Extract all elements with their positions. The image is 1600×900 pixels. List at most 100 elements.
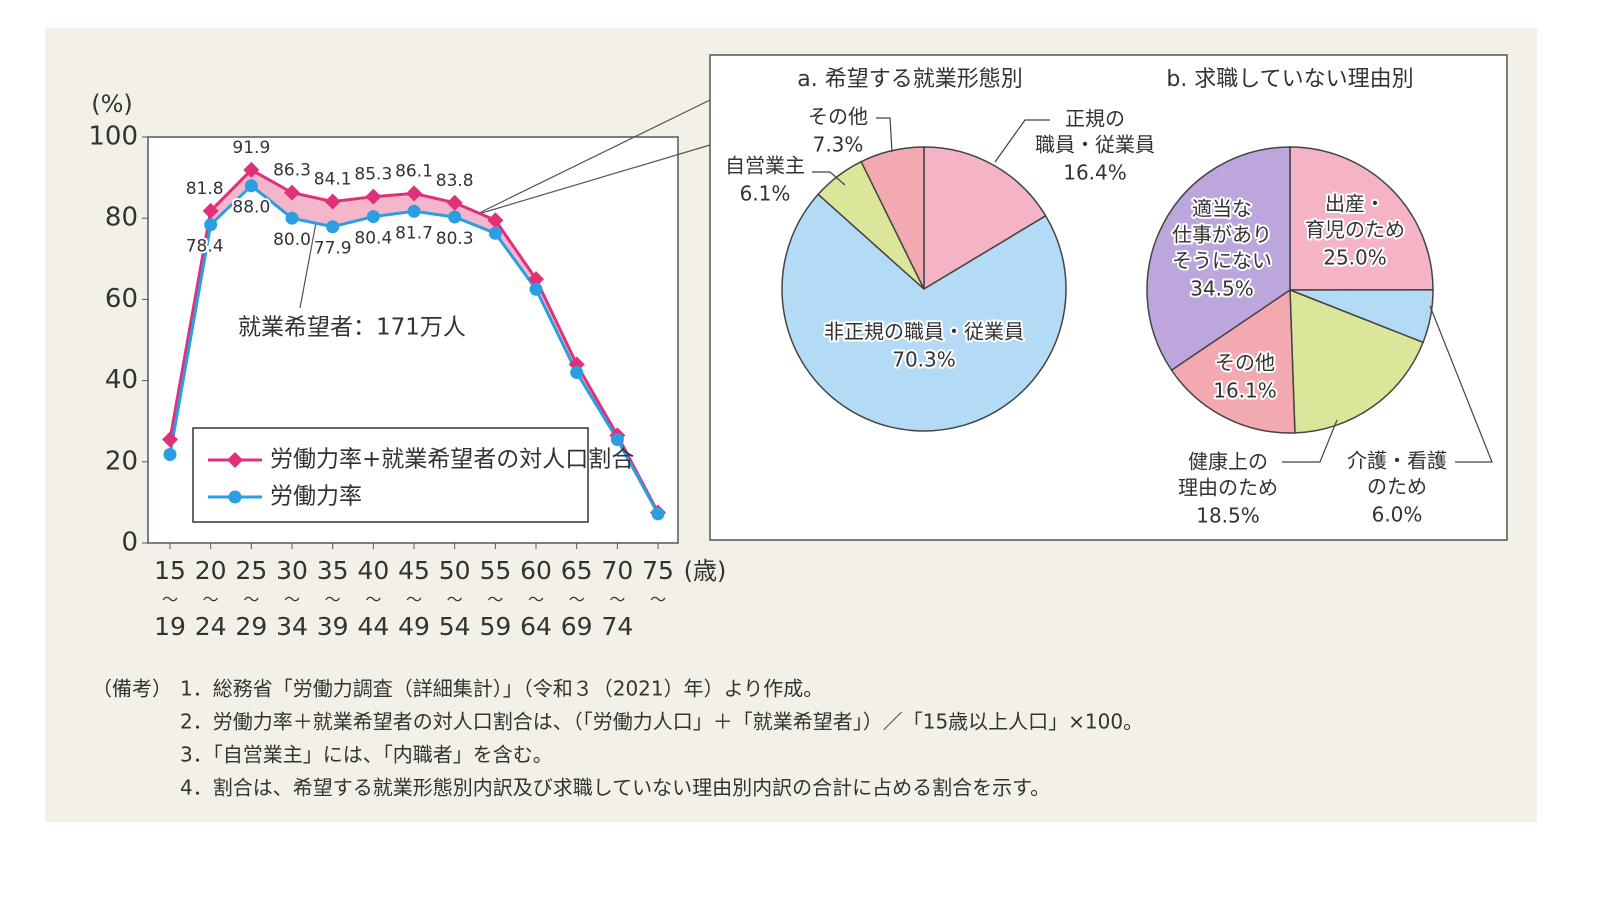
point	[406, 185, 423, 202]
point	[324, 193, 341, 210]
note: 4．割合は、希望する就業形態別内訳及び求職していない理由別内訳の合計に占める割合…	[180, 776, 1050, 800]
y-tick-label: 0	[121, 528, 138, 558]
pie-slice	[1146, 146, 1291, 372]
leader-line	[812, 171, 846, 186]
point	[326, 220, 340, 234]
x-tick-part: 54	[439, 612, 471, 641]
x-tick-part: 〜	[569, 590, 585, 609]
slice-label: 介護・看護	[1347, 449, 1447, 473]
slice-value: 16.1%	[1213, 379, 1277, 403]
point	[610, 432, 624, 446]
x-axis-label: (歳)	[684, 557, 727, 585]
slice-label: 理由のため	[1178, 476, 1278, 500]
x-tick-part: 29	[235, 612, 267, 641]
point	[448, 210, 462, 224]
x-tick-label: 45 〜 49	[398, 556, 430, 641]
point	[446, 194, 463, 211]
x-tick-part: 60	[520, 556, 552, 585]
slice-label: 出産・	[1325, 192, 1385, 216]
point	[202, 202, 219, 219]
y-tick-label: 100	[88, 122, 138, 152]
x-tick-part: 69	[561, 612, 593, 641]
x-tick-label: 30 〜 34	[276, 556, 308, 641]
value-label: 88.0	[232, 198, 270, 218]
point	[570, 365, 584, 379]
point	[244, 179, 258, 193]
x-tick-label: 15 〜 19	[154, 556, 186, 641]
y-tick-label: 40	[105, 365, 138, 395]
slice-value: 16.4%	[1063, 161, 1127, 185]
x-tick-part: 45	[398, 556, 430, 585]
note: 2．労働力率＋就業希望者の対人口割合は、（「労働力人口」＋「就業希望者」）／「1…	[180, 710, 1143, 734]
leader-line	[1429, 305, 1493, 463]
x-tick-part: 〜	[162, 590, 178, 609]
pie-slice	[1289, 288, 1425, 434]
value-label: 78.4	[186, 237, 224, 257]
annotation: 就業希望者：171万人	[238, 315, 466, 341]
value-label: 80.4	[354, 229, 392, 249]
slice-label: 健康上の	[1188, 450, 1268, 474]
point	[529, 282, 543, 296]
x-tick-label: 20 〜 24	[195, 556, 227, 641]
legend-label: 労働力率+就業希望者の対人口割合	[270, 447, 634, 473]
x-tick-part: 〜	[325, 590, 341, 609]
slice-label: 職員・従業員	[1035, 133, 1155, 157]
x-tick-part: 35	[317, 556, 349, 585]
x-tick-part: 39	[317, 612, 349, 641]
value-label: 91.9	[232, 138, 270, 158]
slice-label: その他	[1215, 351, 1275, 375]
x-tick-label: 35 〜 39	[317, 556, 349, 641]
slice-label: 正規の	[1065, 107, 1125, 131]
x-tick-part: 49	[398, 612, 430, 641]
value-label: 81.7	[395, 223, 433, 243]
point	[407, 204, 421, 218]
x-tick-part: 65	[561, 556, 593, 585]
slice-value: 70.3%	[892, 348, 956, 372]
point	[488, 226, 502, 240]
x-tick-label: 70 〜 74	[601, 556, 633, 641]
slice-value: 7.3%	[813, 133, 864, 157]
x-tick-part: 30	[276, 556, 308, 585]
point	[487, 212, 504, 229]
value-label: 86.1	[395, 161, 433, 181]
legend	[192, 427, 589, 523]
x-tick-label: 65 〜 69	[561, 556, 593, 641]
x-tick-part: 55	[479, 556, 511, 585]
value-label: 80.3	[436, 229, 474, 249]
x-tick-part: 74	[601, 612, 633, 641]
pie-title: a. 希望する就業形態別	[797, 67, 1022, 92]
value-label: 83.8	[436, 171, 474, 191]
slice-value: 25.0%	[1323, 246, 1387, 270]
pie-slice	[1289, 146, 1434, 291]
point	[651, 507, 665, 521]
leader-line	[1282, 419, 1338, 463]
slice-value: 34.5%	[1190, 277, 1254, 301]
x-tick-part: 70	[601, 556, 633, 585]
leader-line	[876, 117, 893, 153]
point	[366, 210, 380, 224]
point	[204, 218, 218, 232]
slice-label: そうにない	[1172, 249, 1272, 273]
x-tick-part: 40	[357, 556, 389, 585]
x-tick-part: 64	[520, 612, 552, 641]
note: 3．「自営業主」には、「内職者」を含む。	[180, 743, 553, 767]
y-axis-label: (%)	[91, 90, 133, 118]
pie-title: b. 求職していない理由別	[1166, 67, 1413, 92]
x-tick-part: 〜	[243, 590, 259, 609]
value-label: 77.9	[314, 239, 352, 259]
slice-label: その他	[808, 105, 868, 129]
slice-label: 非正規の職員・従業員	[824, 320, 1024, 344]
x-tick-part: 20	[195, 556, 227, 585]
note: 1．総務省「労働力調査（詳細集計）」（令和３（2021）年）より作成。	[180, 677, 823, 701]
point	[162, 431, 178, 448]
x-tick-part: 〜	[650, 590, 666, 609]
slice-value: 18.5%	[1196, 504, 1260, 528]
callout-line	[474, 144, 711, 216]
x-tick-label: 50 〜 54	[439, 556, 471, 641]
x-tick-part: 〜	[365, 590, 381, 609]
x-tick-part: 〜	[203, 590, 219, 609]
pie-slice	[1170, 288, 1296, 434]
value-label: 86.3	[273, 161, 311, 181]
slice-label: 自営業主	[725, 154, 805, 178]
slice-value: 6.0%	[1372, 503, 1423, 527]
